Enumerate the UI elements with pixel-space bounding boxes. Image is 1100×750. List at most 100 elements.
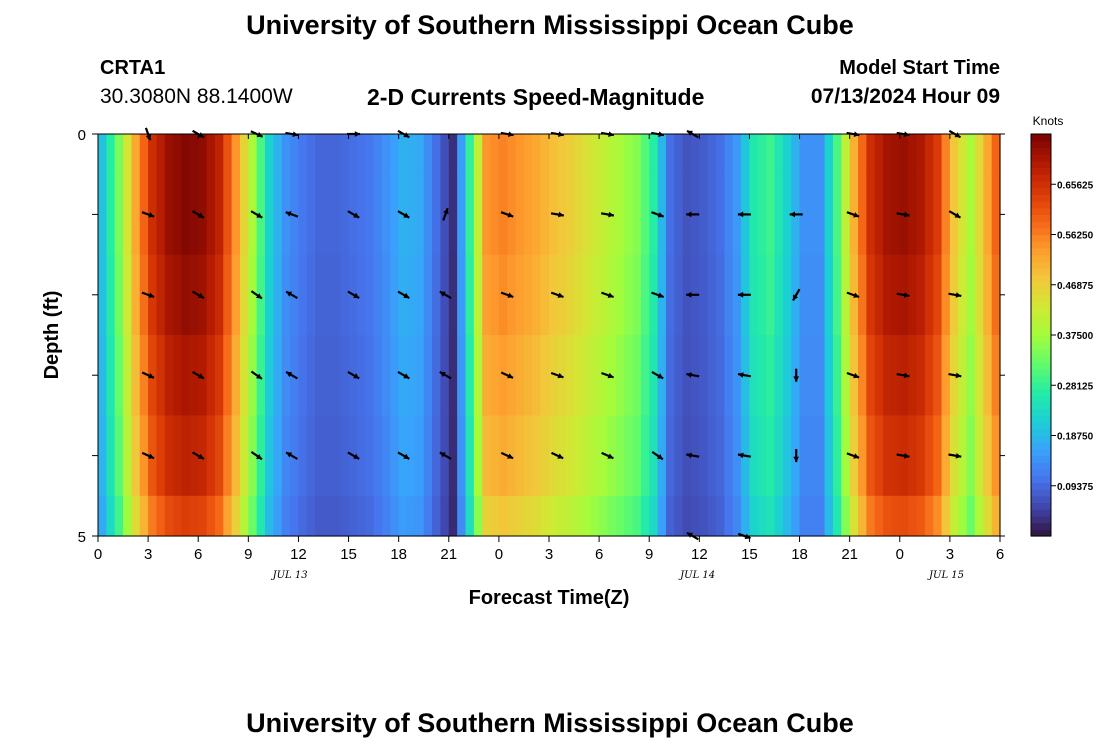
heatmap-cell: [807, 415, 817, 497]
heatmap-cell: [757, 134, 767, 175]
heatmap-cell: [899, 134, 909, 175]
heatmap-cell: [649, 134, 659, 175]
heatmap-cell: [615, 134, 625, 175]
x-tick-label: 18: [390, 546, 407, 563]
heatmap-cell: [858, 335, 867, 416]
colorbar-segment: [1031, 455, 1051, 463]
heatmap-cell: [173, 415, 183, 497]
heatmap-cell: [891, 174, 901, 256]
heatmap-cell: [874, 174, 884, 256]
colorbar-segment: [1031, 241, 1051, 249]
colorbar-segment: [1031, 261, 1051, 269]
heatmap-cell: [958, 335, 968, 416]
heatmap-cell: [874, 495, 884, 537]
heatmap-cell: [523, 495, 533, 537]
heatmap-cell: [682, 415, 692, 497]
heatmap-cell: [98, 495, 107, 537]
station-coordinates: 30.3080N 88.1400W: [100, 85, 293, 108]
heatmap-cell: [457, 415, 467, 497]
heatmap-cell: [807, 254, 817, 336]
heatmap-cell: [356, 415, 366, 497]
current-vector: [793, 368, 800, 382]
heatmap-cell: [582, 134, 592, 175]
heatmap-cell: [682, 495, 692, 537]
heatmap-cell: [381, 174, 391, 256]
heatmap-cell: [657, 335, 667, 416]
heatmap-cell: [507, 495, 517, 537]
heatmap-cell: [407, 495, 416, 537]
heatmap-cell: [782, 495, 792, 537]
heatmap-cell: [415, 415, 425, 497]
heatmap-cell: [498, 134, 508, 175]
heatmap-cell: [465, 134, 475, 175]
heatmap-cell: [256, 415, 266, 497]
heatmap-cell: [423, 254, 433, 336]
heatmap-cell: [223, 254, 233, 336]
heatmap-cell: [665, 254, 675, 336]
colorbar-segment: [1031, 442, 1051, 450]
heatmap-cell: [373, 174, 383, 256]
heatmap-cell: [131, 134, 141, 175]
x-tick-label: 21: [841, 546, 858, 563]
heatmap-cell: [189, 335, 199, 416]
heatmap-cell: [189, 134, 199, 175]
heatmap-cell: [373, 134, 383, 175]
x-tick-label: 15: [340, 546, 357, 563]
heatmap-cell: [974, 254, 984, 336]
colorbar-segment: [1031, 381, 1051, 390]
heatmap-cell: [866, 415, 876, 497]
heatmap-cell: [657, 415, 667, 497]
heatmap-cell: [791, 495, 801, 537]
heatmap-cell: [490, 174, 500, 256]
heatmap-cell: [799, 335, 809, 416]
current-vector: [285, 370, 298, 380]
colorbar-segment: [1031, 194, 1051, 202]
heatmap-cell: [106, 174, 116, 256]
heatmap-cell: [490, 415, 500, 497]
current-vector: [737, 372, 751, 378]
current-vector: [789, 211, 803, 218]
heatmap-cell: [716, 415, 725, 497]
colorbar-segment: [1031, 308, 1051, 316]
y-axis-label: Depth (ft): [41, 291, 63, 380]
current-vector: [141, 451, 155, 460]
heatmap-cell: [816, 495, 826, 537]
heatmap-cell: [958, 495, 968, 537]
heatmap-cell: [515, 174, 525, 256]
heatmap-cell: [816, 415, 826, 497]
heatmap-cell: [824, 134, 834, 175]
colorbar-segment: [1031, 448, 1051, 457]
colorbar-segment: [1031, 361, 1051, 370]
heatmap-cell: [523, 415, 533, 497]
heatmap-cell: [148, 415, 158, 497]
heatmap-cell: [239, 415, 249, 497]
heatmap-cell: [841, 495, 851, 537]
heatmap-cell: [156, 415, 166, 497]
colorbar-tick-label: 0.18750: [1057, 432, 1094, 443]
heatmap-cell: [916, 495, 926, 537]
heatmap-cell: [682, 335, 692, 416]
heatmap-cell: [114, 495, 124, 537]
heatmap-cell: [749, 495, 759, 537]
heatmap-cell: [131, 415, 141, 497]
current-vector: [651, 450, 664, 461]
heatmap-cell: [164, 174, 174, 256]
heatmap-cell: [340, 495, 350, 537]
heatmap-cell: [473, 335, 483, 416]
heatmap-cell: [732, 174, 742, 256]
heatmap-cell: [331, 134, 341, 175]
x-tick-label: 3: [545, 546, 553, 563]
heatmap-cell: [766, 174, 776, 256]
heatmap-cell: [532, 415, 542, 497]
heatmap-cell: [306, 415, 316, 497]
heatmap-cell: [599, 495, 609, 537]
heatmap-cell: [156, 254, 166, 336]
heatmap-cell: [908, 174, 918, 256]
colorbar-segment: [1031, 207, 1051, 215]
colorbar-segment: [1031, 408, 1051, 416]
heatmap-cell: [189, 495, 199, 537]
heatmap-cell: [123, 495, 133, 537]
heatmap-cell: [515, 254, 525, 336]
colorbar-tick-label: 0.28125: [1057, 381, 1094, 392]
heatmap-cell: [866, 495, 876, 537]
